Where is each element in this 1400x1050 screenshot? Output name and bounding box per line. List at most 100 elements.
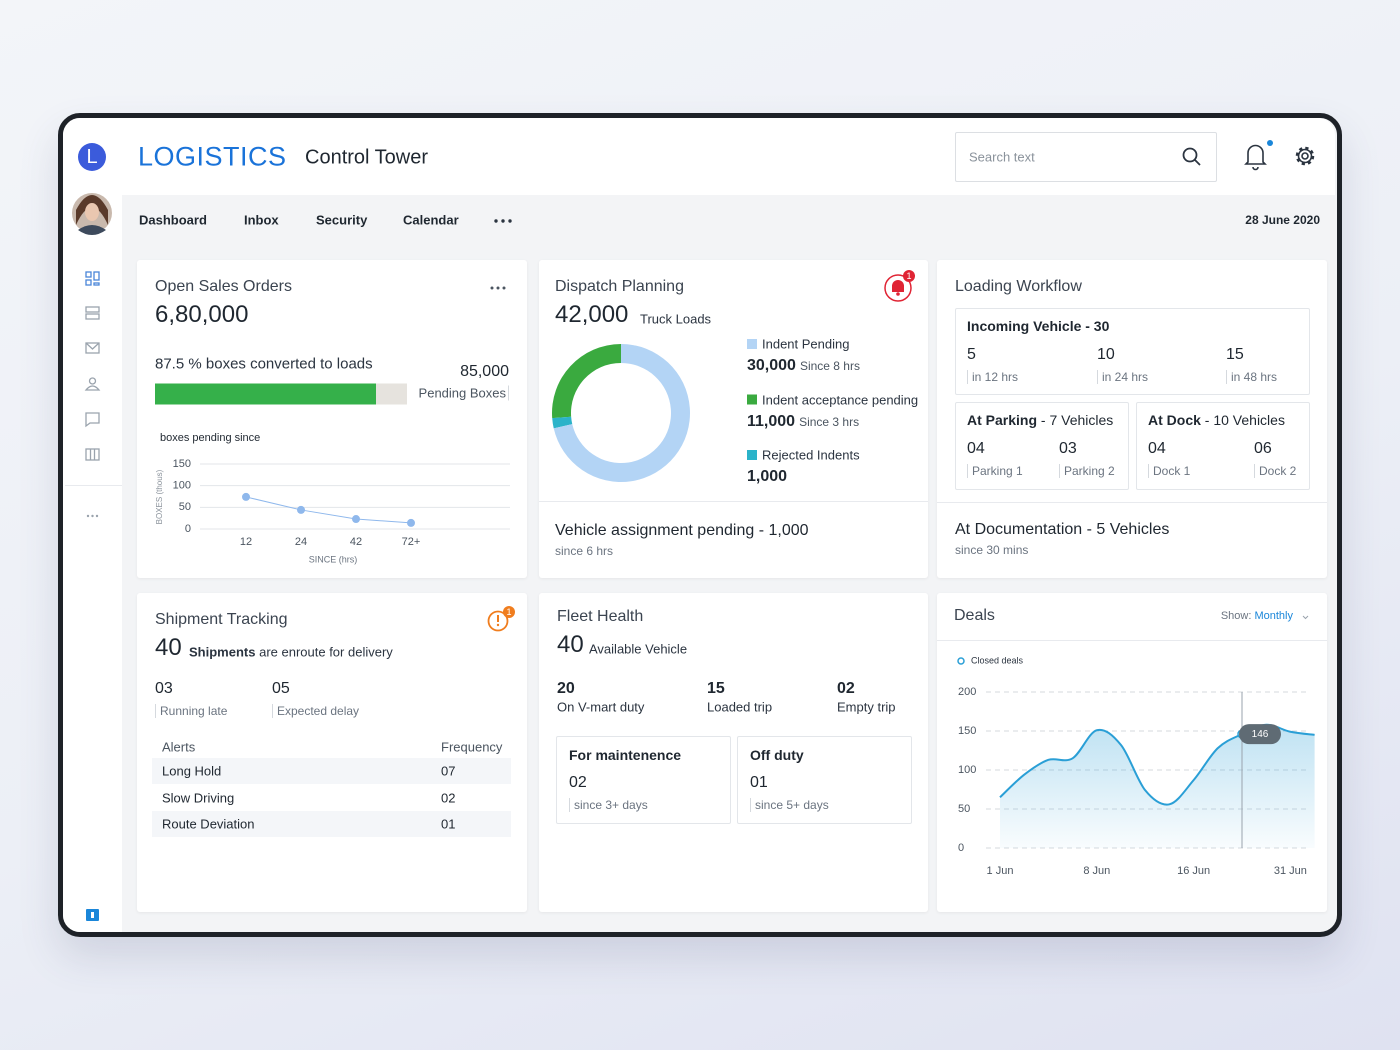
icon-mail[interactable]: [85, 342, 100, 354]
card-menu[interactable]: [490, 286, 506, 290]
card-title: Open Sales Orders: [155, 278, 292, 295]
table-header: Alerts: [162, 739, 196, 755]
icon-user[interactable]: [84, 377, 101, 391]
incoming-box: [955, 308, 1310, 395]
point: [407, 518, 415, 527]
stat-value: 03: [155, 680, 173, 697]
nav-item[interactable]: Security: [316, 212, 368, 228]
filter-caret[interactable]: [1302, 615, 1309, 620]
table-cell: 01: [441, 816, 456, 832]
box-title: For maintenence: [569, 747, 682, 763]
card-title: Deals: [954, 607, 995, 624]
tooltip: [1239, 724, 1281, 745]
card-total: 6,80,000: [155, 301, 249, 328]
legend-note: Since 3 hrs: [799, 414, 860, 429]
icon-board[interactable]: [85, 448, 100, 461]
legend-swatch: [747, 339, 757, 349]
tooltip-label: 146: [1252, 729, 1269, 740]
divider: [937, 502, 1327, 503]
point: [242, 492, 250, 501]
box-note: since 3+ days: [569, 798, 648, 812]
card: [539, 593, 928, 912]
count-caption: Shipments are enroute for delivery: [189, 645, 393, 660]
page-title: Control Tower: [305, 146, 429, 169]
y-tick-label: 100: [958, 764, 976, 776]
nav-item[interactable]: Dashboard: [139, 212, 207, 228]
card-title: Dispatch Planning: [555, 278, 684, 295]
card: [137, 593, 527, 912]
table-cell: Route Deviation: [162, 816, 255, 832]
card-title: Loading Workflow: [955, 278, 1082, 295]
table-cell: 07: [441, 763, 456, 779]
nav-item[interactable]: Inbox: [244, 212, 279, 228]
legend-label: Indent Pending: [762, 336, 850, 352]
sidebar-footer-icon-glyph: [91, 912, 94, 918]
icon-dashboard[interactable]: [85, 271, 100, 286]
box-value: 01: [750, 774, 768, 791]
bell-icon[interactable]: [1244, 144, 1267, 171]
footer-title: At Documentation - 5 Vehicles: [955, 521, 1170, 538]
alert-icon[interactable]: [884, 274, 912, 302]
parking-box: [955, 402, 1129, 490]
y-tick-label: 100: [173, 480, 191, 492]
stat-note: in 12 hrs: [967, 370, 1018, 384]
box-title: At Dock - 10 Vehicles: [1148, 412, 1285, 428]
table-header: Frequency: [441, 739, 503, 755]
legend-swatch: [747, 394, 757, 405]
fleet-box: [556, 736, 731, 824]
x-tick-label: 1 Jun: [987, 865, 1014, 877]
sidebar-more[interactable]: [86, 514, 99, 518]
warning-icon[interactable]: [487, 610, 509, 632]
x-tick-label: 72+: [402, 536, 421, 548]
table-cell: Long Hold: [162, 763, 222, 779]
avatar[interactable]: [72, 193, 112, 235]
count-text: are enroute for delivery: [259, 644, 393, 660]
stat-note: in 24 hrs: [1097, 370, 1148, 384]
box-note: since 5+ days: [750, 798, 829, 812]
alert-badge: 1: [503, 606, 515, 618]
stat-value: 06: [1254, 440, 1272, 457]
sidebar: [63, 118, 122, 932]
box-count: - 10 Vehicles: [1204, 412, 1285, 428]
stat-note: in 48 hrs: [1226, 370, 1277, 384]
divider: [937, 640, 1327, 641]
card-title: Shipment Tracking: [155, 611, 288, 628]
stat-note: On V-mart duty: [557, 699, 645, 715]
card-unit: Truck Loads: [640, 311, 712, 327]
logo[interactable]: L: [78, 143, 106, 171]
footer-note: since 30 mins: [955, 543, 1029, 557]
search-box[interactable]: [955, 132, 1217, 182]
legend-value: 30,000: [747, 357, 796, 374]
card-title: Fleet Health: [557, 608, 644, 625]
search-icon[interactable]: [1182, 147, 1201, 166]
box-title: Off duty: [750, 747, 804, 763]
table-cell: Slow Driving: [162, 790, 235, 805]
card: [137, 260, 527, 578]
date: 28 June 2020: [1245, 213, 1320, 227]
legend-marker: [957, 657, 965, 665]
legend-value: 1,000: [747, 468, 788, 485]
area: [1000, 724, 1315, 848]
brand: LOGISTICS: [138, 141, 287, 172]
stat-value: 03: [1059, 440, 1077, 457]
alert-badge: 1: [903, 270, 915, 282]
table-cell: 02: [441, 790, 456, 805]
settings-icon[interactable]: [1295, 146, 1315, 166]
legend-value-row: 30,000 Since 8 hrs: [747, 357, 860, 375]
count: 40: [155, 634, 182, 661]
box-label: At Dock: [1148, 412, 1201, 428]
filter[interactable]: Show: Monthly: [1221, 610, 1293, 622]
icon-list[interactable]: [85, 306, 100, 320]
nav-item[interactable]: Calendar: [403, 212, 459, 228]
stat-note: Running late: [155, 704, 227, 718]
nav-more[interactable]: [494, 219, 512, 223]
icon-chat[interactable]: [85, 412, 100, 428]
pending-value: 85,000: [460, 363, 509, 380]
notification-dot: [1267, 140, 1273, 146]
y-tick-label: 50: [179, 501, 191, 513]
box-title: Incoming Vehicle - 30: [967, 318, 1110, 334]
progress-text: % boxes converted to loads: [188, 355, 373, 373]
stat-value: 15: [707, 680, 725, 697]
row-stripe: [152, 811, 511, 837]
